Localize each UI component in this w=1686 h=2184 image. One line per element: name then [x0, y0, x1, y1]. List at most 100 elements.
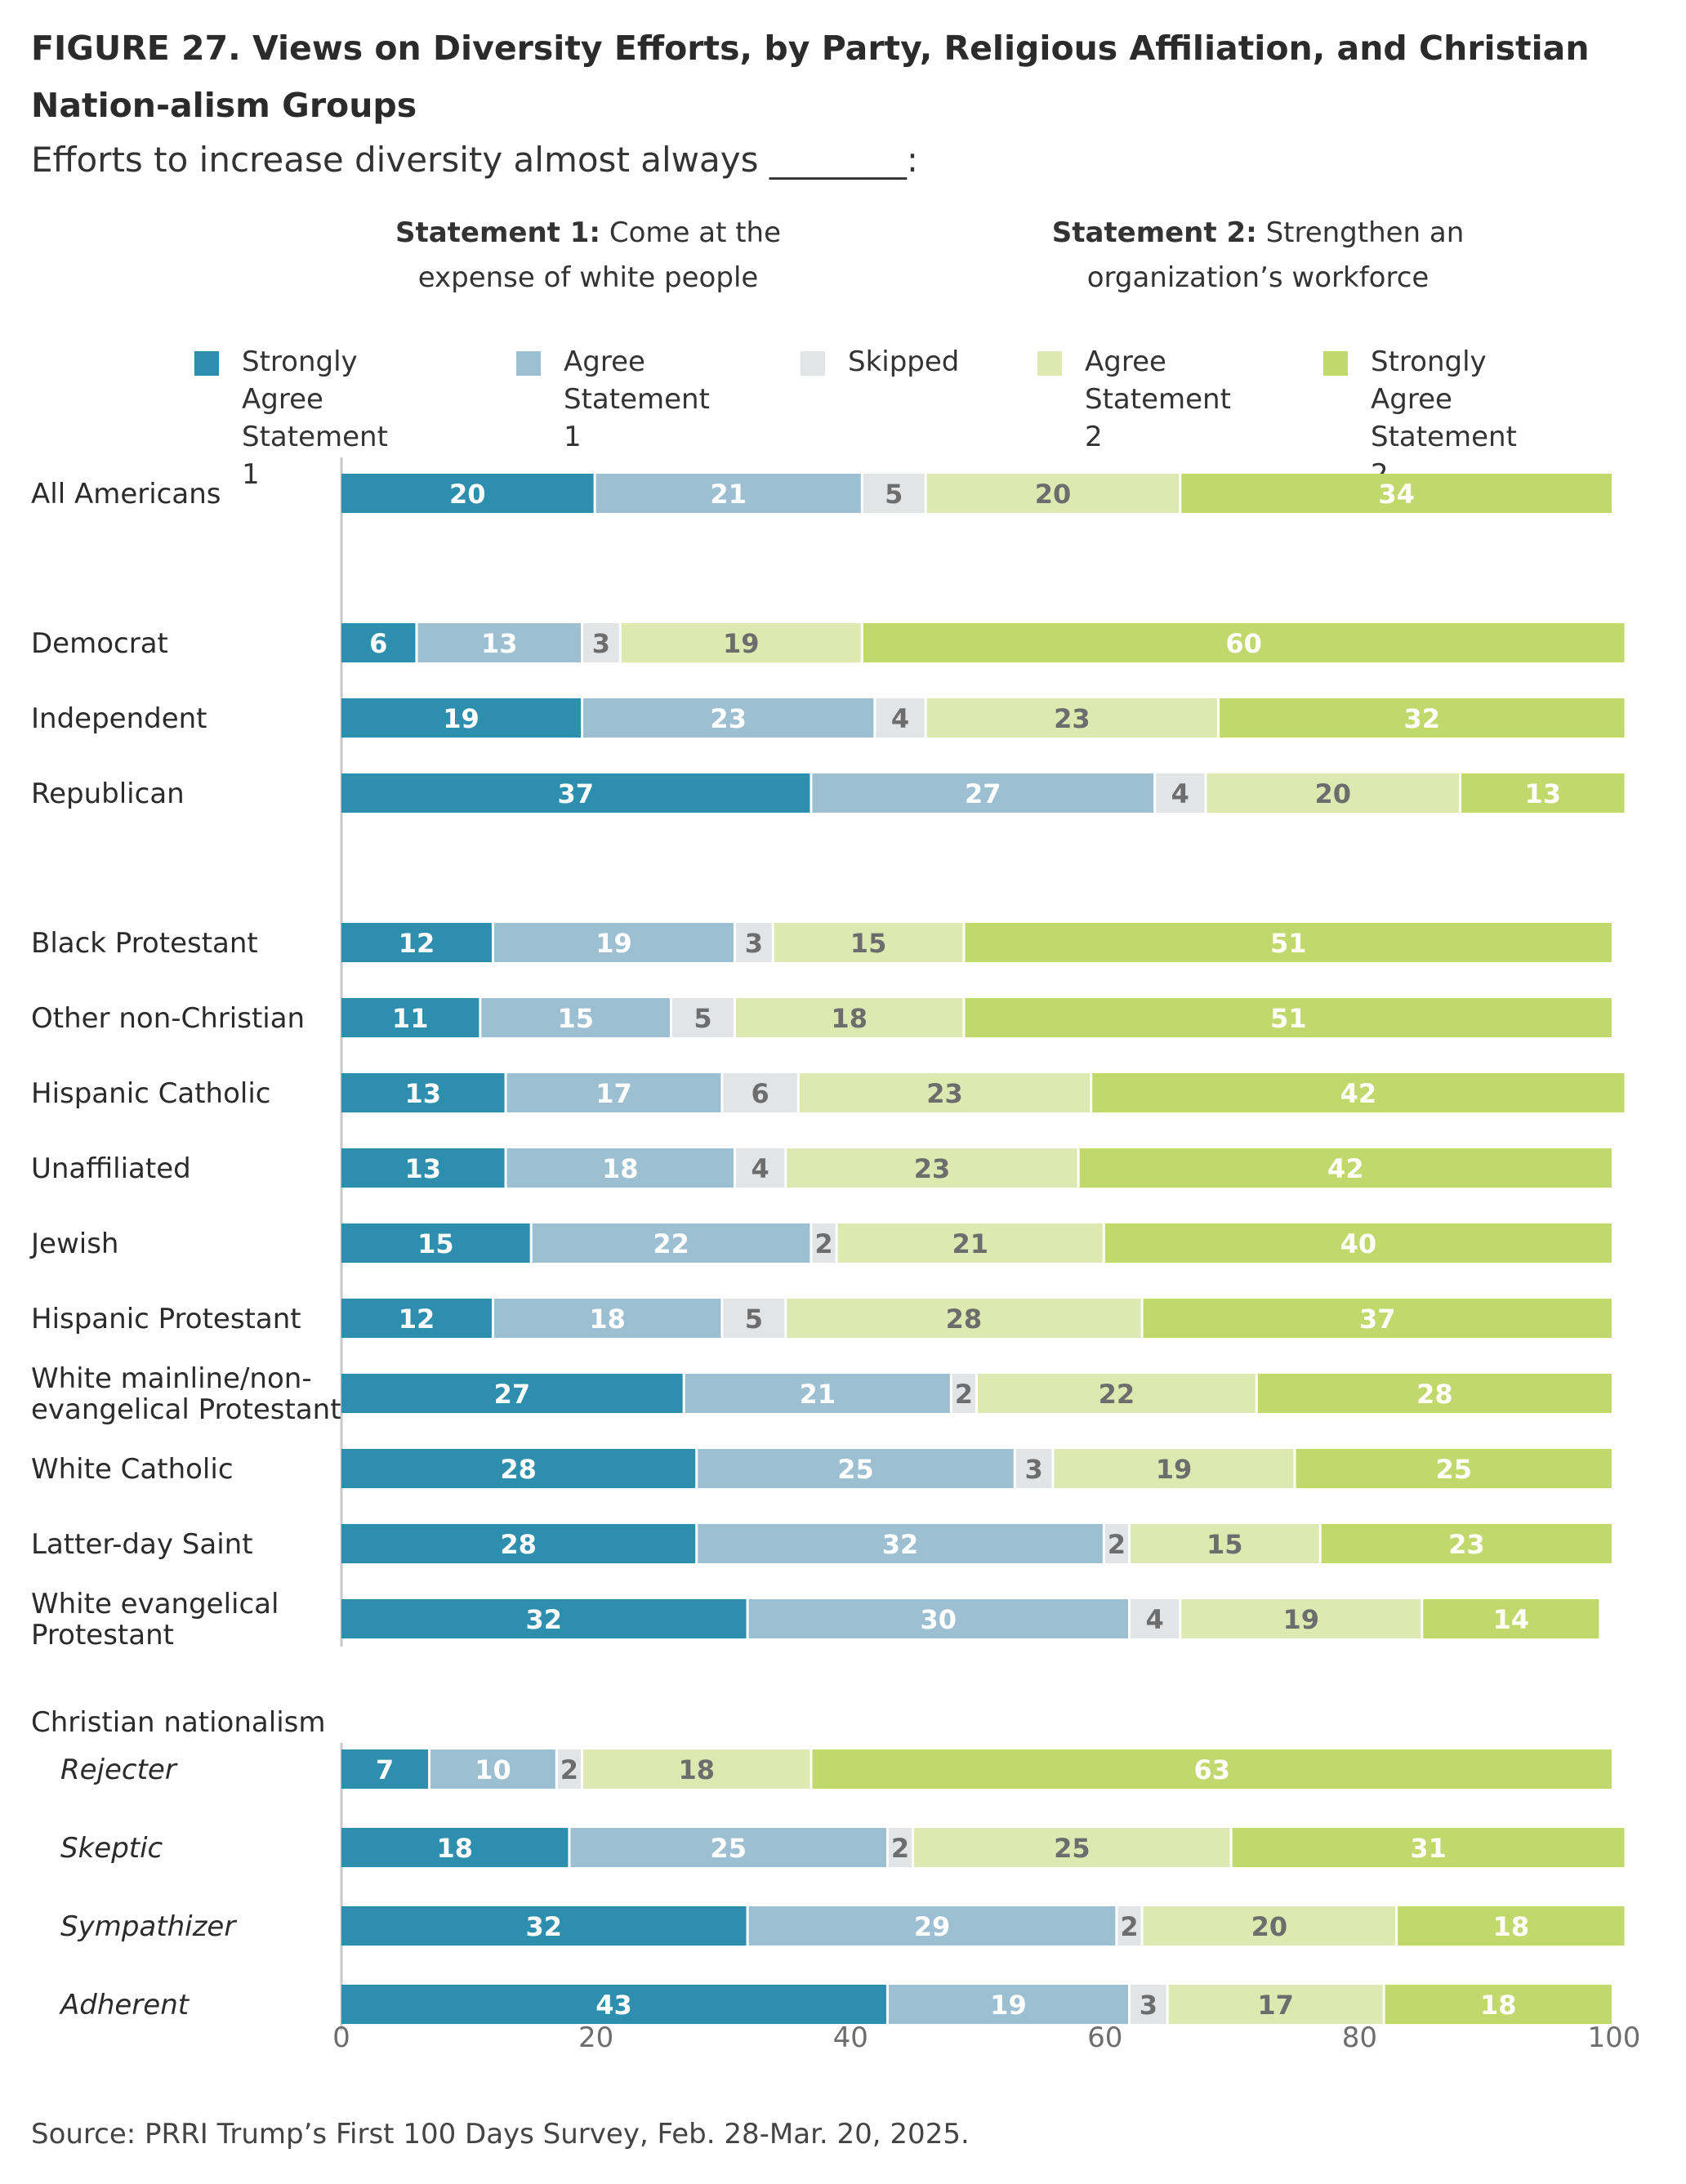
bar-segment [863, 623, 1625, 662]
row-label: Republican [31, 778, 185, 810]
data-label: 2 [560, 1754, 578, 1785]
data-label: 22 [1099, 1379, 1135, 1410]
bar-segment [570, 1828, 886, 1867]
data-label: 43 [595, 1990, 632, 2021]
bar-segment [1079, 1148, 1612, 1188]
data-label: 23 [926, 1078, 963, 1109]
bar-segment [1130, 1599, 1180, 1638]
bar-segment [557, 1749, 582, 1789]
data-label: 19 [443, 703, 479, 734]
bar-segment [1257, 1374, 1612, 1413]
data-label: 10 [475, 1754, 511, 1785]
statement-2-bold: Statement 2: [1051, 216, 1257, 249]
bar-segment [1423, 1599, 1599, 1638]
data-label: 27 [494, 1379, 531, 1410]
bar-segment [1143, 1906, 1396, 1946]
data-label: 27 [965, 778, 1001, 809]
row-label: All Americans [31, 478, 221, 510]
data-label: 25 [837, 1454, 874, 1485]
data-label: 21 [799, 1379, 836, 1410]
bar-segment [583, 698, 874, 738]
data-label: 51 [1270, 1003, 1307, 1034]
row-label: Sympathizer [60, 1910, 237, 1943]
legend-label: Agree Statement 2 [1085, 345, 1231, 453]
legend-swatch [1037, 351, 1062, 376]
data-label: 20 [449, 479, 486, 510]
bar-segment [952, 1374, 975, 1413]
bar-segment [926, 474, 1180, 513]
group-header-christian-nationalism: Christian nationalism [31, 1706, 325, 1739]
data-label: 2 [891, 1833, 909, 1864]
bar-segment [748, 1599, 1128, 1638]
legend-label: Strongly Agree Statement 2 [1371, 345, 1517, 491]
bar-segment [341, 773, 810, 813]
bar-segment [341, 1449, 696, 1488]
bar-segment [965, 923, 1612, 962]
data-label: 12 [399, 928, 435, 959]
bar-segment [888, 1985, 1128, 2024]
data-label: 23 [1448, 1529, 1485, 1560]
bar-segment [926, 698, 1218, 738]
bar-segment [723, 1299, 785, 1338]
bar-segment [1104, 1223, 1612, 1263]
stacked-bar-chart: Christian nationalism All Americans 20 2 1 5 2… [29, 457, 1641, 2054]
bar-segment [1143, 1299, 1612, 1338]
data-label: 3 [1140, 1990, 1157, 2021]
statement-1-bold: Statement 1: [395, 216, 601, 249]
data-label: 20 [1251, 1911, 1288, 1942]
data-label: 2 [1108, 1529, 1126, 1560]
row-label: Adherent [59, 1989, 190, 2021]
data-label: 4 [752, 1153, 769, 1184]
bar-segment [417, 623, 582, 662]
data-label: 28 [946, 1304, 983, 1335]
row-label: Hispanic Protestant [31, 1303, 301, 1335]
legend-swatch [516, 351, 541, 376]
bar-segment [685, 1374, 950, 1413]
bar-segment [1181, 1599, 1421, 1638]
data-label: 6 [752, 1078, 769, 1109]
data-label: 17 [595, 1078, 632, 1109]
bar-segment [341, 698, 582, 738]
data-label: 13 [1525, 778, 1562, 809]
bar-segment [621, 623, 861, 662]
bar-segment [698, 1449, 1014, 1488]
legend-swatch [1323, 351, 1348, 376]
bar-segment [583, 623, 619, 662]
legend-label: Strongly Agree Statement 1 [242, 345, 388, 491]
data-label: 25 [710, 1833, 747, 1864]
data-label: 20 [1035, 479, 1072, 510]
data-label: 23 [1054, 703, 1091, 734]
row-label: White mainline/non- [31, 1362, 312, 1395]
bar-segment [888, 1828, 912, 1867]
data-label: 17 [1257, 1990, 1294, 2021]
x-tick-label: 100 [1588, 2021, 1641, 2054]
row-label: White Catholic [31, 1453, 234, 1486]
bar-segment [341, 1524, 696, 1563]
data-label: 13 [481, 628, 518, 659]
data-label: 3 [592, 628, 610, 659]
bar-segment [341, 1374, 683, 1413]
bar-segment [341, 1299, 492, 1338]
bar-segment [595, 474, 861, 513]
bar-segment [341, 923, 492, 962]
bar-segment [735, 1148, 785, 1188]
data-label: 42 [1327, 1153, 1364, 1184]
data-label: 15 [1207, 1529, 1243, 1560]
data-label: 21 [952, 1228, 988, 1259]
row-label: Hispanic Catholic [31, 1077, 270, 1110]
bar-segment [787, 1148, 1077, 1188]
bar-segment [1296, 1449, 1612, 1488]
data-label: 23 [914, 1153, 951, 1184]
bar-segment [1130, 1985, 1166, 2024]
data-label: 3 [745, 928, 763, 959]
row-label: Latter-day Saint [31, 1528, 253, 1561]
row-label: Democrat [31, 627, 168, 660]
data-label: 19 [1156, 1454, 1193, 1485]
data-label: 60 [1225, 628, 1262, 659]
bar-segment [341, 1599, 747, 1638]
data-label: 32 [882, 1529, 919, 1560]
source-note: Source: PRRI Trump’s First 100 Days Surv… [31, 2118, 970, 2151]
data-label: 28 [500, 1529, 537, 1560]
bar-segment [532, 1223, 810, 1263]
legend-label: Skipped [848, 345, 960, 378]
